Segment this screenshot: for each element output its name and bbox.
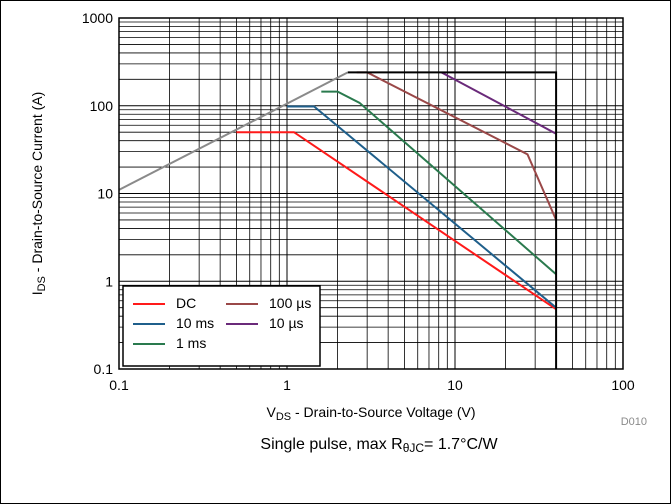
x-tick-label: 10 bbox=[447, 377, 463, 393]
x-axis-label: VDS - Drain-to-Source Voltage (V) bbox=[266, 404, 475, 423]
x-tick-label: 0.1 bbox=[109, 377, 129, 393]
footnote-suffix: = 1.7°C/W bbox=[424, 436, 498, 453]
y-tick-label: 1 bbox=[105, 273, 113, 289]
legend: DC 10 ms 1 ms 100 µs 10 µs bbox=[122, 285, 321, 367]
series-10-ms bbox=[287, 105, 557, 309]
legend-label-1-ms: 1 ms bbox=[176, 335, 206, 351]
boundary-line-6 bbox=[347, 71, 558, 369]
x-axis-label-suffix: - Drain-to-Source Voltage (V) bbox=[291, 404, 475, 420]
figure-code: D010 bbox=[621, 416, 647, 428]
legend-box bbox=[122, 285, 321, 367]
footnote: Single pulse, max RθJC= 1.7°C/W bbox=[260, 436, 498, 455]
x-axis-label-prefix: V bbox=[266, 404, 276, 420]
series-1-ms bbox=[321, 90, 557, 276]
plot-border bbox=[118, 17, 624, 370]
series-layer bbox=[118, 71, 558, 369]
legend-label-100-s: 100 µs bbox=[269, 295, 311, 311]
x-tick-label: 1 bbox=[283, 377, 291, 393]
boundary-line-5 bbox=[118, 71, 349, 191]
y-tick-label: 0.1 bbox=[94, 361, 114, 377]
legend-label-dc: DC bbox=[176, 295, 196, 311]
x-tick-label: 100 bbox=[611, 377, 635, 393]
footnote-prefix: Single pulse, max R bbox=[260, 436, 402, 453]
y-tick-label: 10 bbox=[97, 186, 113, 202]
y-tick-label: 100 bbox=[90, 98, 114, 114]
y-axis-label-suffix: - Drain-to-Source Current (A) bbox=[29, 92, 45, 276]
legend-label-10-s: 10 µs bbox=[269, 315, 304, 331]
y-axis-label-prefix: I bbox=[29, 291, 45, 295]
y-axis-label-sub: DS bbox=[36, 276, 48, 291]
legend-label-10-ms: 10 ms bbox=[176, 315, 214, 331]
footnote-sub: θJC bbox=[403, 441, 425, 455]
x-axis-label-sub: DS bbox=[276, 411, 291, 423]
series-dc bbox=[236, 131, 557, 311]
series-10-s bbox=[440, 71, 557, 135]
y-axis-label: IDS - Drain-to-Source Current (A) bbox=[29, 92, 48, 296]
tick-labels: 0.1 1 10 100 0.1 1 10 100 1000 bbox=[82, 10, 635, 393]
y-tick-label: 1000 bbox=[82, 10, 113, 26]
